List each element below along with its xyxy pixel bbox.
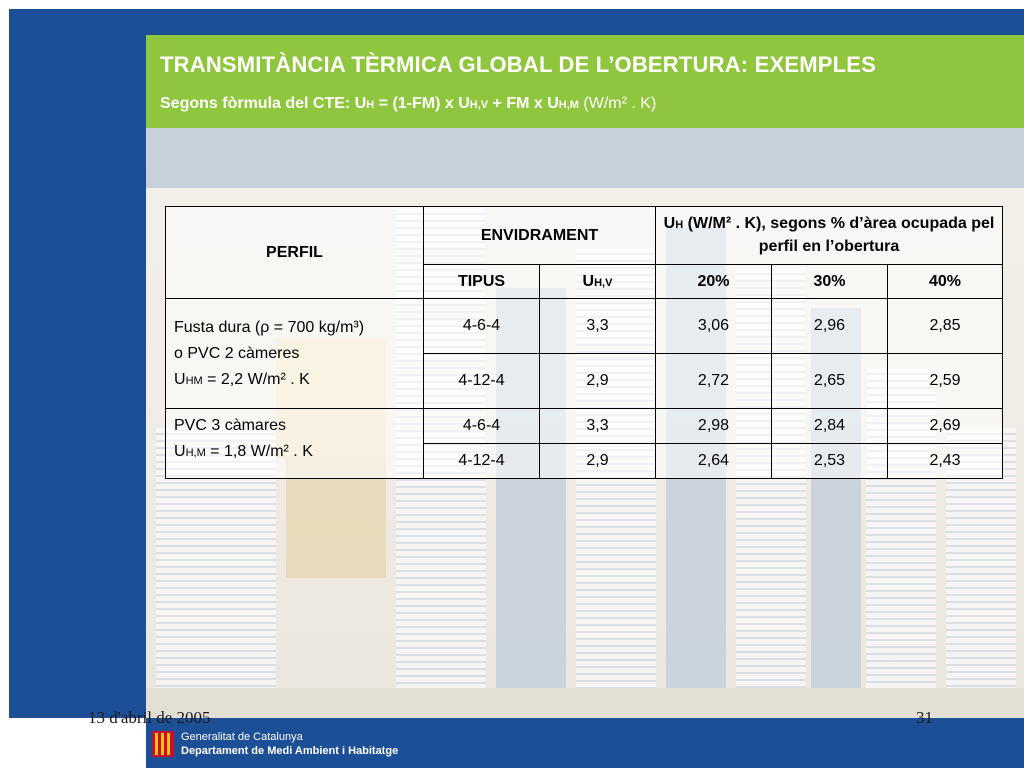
header-tipus: TIPUS xyxy=(423,264,540,299)
table-subheader-row: TIPUS UH,V 20% 30% 40% xyxy=(166,264,1004,299)
cell-uhv: 2,9 xyxy=(539,443,656,479)
slide-page-number: 31 xyxy=(916,708,933,727)
cell-30pct: 2,53 xyxy=(771,443,888,479)
top-blue-band xyxy=(146,9,1024,35)
cell-20pct: 2,72 xyxy=(655,353,772,409)
left-blue-band xyxy=(9,9,146,718)
cell-20pct: 2,98 xyxy=(655,408,772,444)
profile-cell: PVC 3 càmares UH,M = 1,8 W/m² . K xyxy=(165,408,424,479)
header-envidrament: ENVIDRAMENT xyxy=(423,206,656,265)
profile-name-line2: o PVC 2 càmeres xyxy=(174,345,300,362)
table-row: 4-12-4 2,9 2,64 2,53 2,43 xyxy=(166,443,1004,479)
profile-u-value: UHM = 2,2 W/m² . K xyxy=(174,371,310,388)
header-uhv: UH,V xyxy=(539,264,656,299)
table-row: 4-12-4 2,9 2,72 2,65 2,59 xyxy=(166,353,1004,409)
generalitat-logo-icon xyxy=(152,731,174,757)
cell-40pct: 2,43 xyxy=(886,443,1004,479)
cell-30pct: 2,84 xyxy=(771,408,888,444)
cell-40pct: 2,59 xyxy=(886,353,1004,409)
header-20pct: 20% xyxy=(655,264,772,299)
footer-org-name: Generalitat de Catalunya xyxy=(181,731,303,743)
cell-uhv: 2,9 xyxy=(539,353,656,409)
profile-u-value: UH,M = 1,8 W/m² . K xyxy=(174,443,313,460)
cell-40pct: 2,69 xyxy=(886,408,1004,444)
table-header-row: PERFIL ENVIDRAMENT UH (W/M² . K), segons… xyxy=(165,206,1004,299)
cell-uhv: 3,3 xyxy=(539,408,656,444)
cell-20pct: 2,64 xyxy=(655,443,772,479)
slide-date: 13 d'abril de 2005 xyxy=(88,708,211,727)
cell-tipus: 4-6-4 xyxy=(423,408,540,444)
transmittance-table: PERFIL ENVIDRAMENT UH (W/M² . K), segons… xyxy=(165,206,1004,479)
table-row: PVC 3 càmares UH,M = 1,8 W/m² . K 4-6-4 … xyxy=(165,408,1004,479)
header-perfil: PERFIL xyxy=(165,206,424,299)
cell-tipus: 4-12-4 xyxy=(423,443,540,479)
cell-uhv: 3,3 xyxy=(539,298,656,354)
profile-cell: Fusta dura (ρ = 700 kg/m³) o PVC 2 càmer… xyxy=(165,298,424,409)
footer-department-name: Departament de Medi Ambient i Habitatge xyxy=(181,745,399,757)
profile-name: PVC 3 càmares xyxy=(174,417,287,434)
header-uh-by-area: UH (W/M² . K), segons % d’àrea ocupada p… xyxy=(654,206,1004,265)
header-30pct: 30% xyxy=(771,264,888,299)
cell-20pct: 3,06 xyxy=(655,298,772,354)
slide-header-bar: TRANSMITÀNCIA TÈRMICA GLOBAL DE L’OBERTU… xyxy=(146,35,1024,128)
slide-title: TRANSMITÀNCIA TÈRMICA GLOBAL DE L’OBERTU… xyxy=(160,52,877,77)
header-40pct: 40% xyxy=(886,264,1004,299)
table-row: Fusta dura (ρ = 700 kg/m³) o PVC 2 càmer… xyxy=(165,298,1004,409)
slide-subtitle: Segons fòrmula del CTE: UH = (1-FM) x UH… xyxy=(160,95,657,112)
footer-bar xyxy=(146,718,1024,768)
slide-top-margin xyxy=(0,0,1024,9)
cell-40pct: 2,85 xyxy=(886,298,1004,354)
profile-name: Fusta dura (ρ = 700 kg/m³) xyxy=(174,319,365,336)
cell-30pct: 2,65 xyxy=(771,353,888,409)
cell-30pct: 2,96 xyxy=(771,298,888,354)
cell-tipus: 4-6-4 xyxy=(423,298,540,354)
cell-tipus: 4-12-4 xyxy=(423,353,540,409)
